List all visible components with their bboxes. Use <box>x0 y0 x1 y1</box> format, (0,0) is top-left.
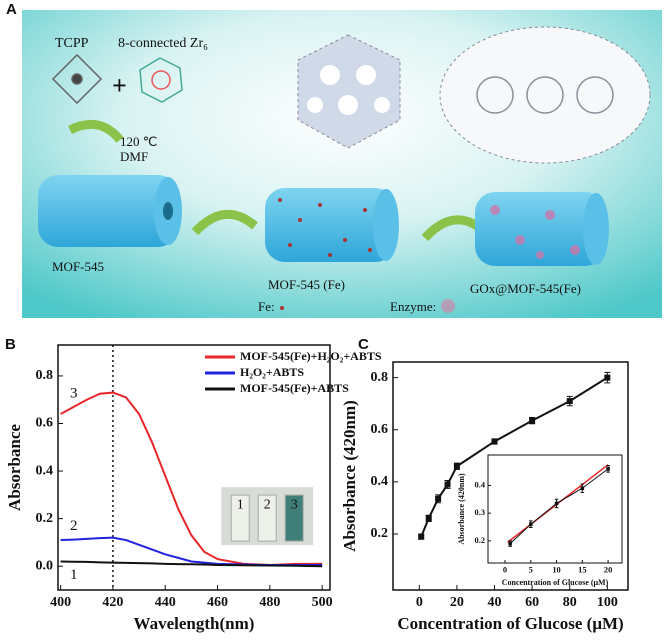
vial <box>284 494 304 542</box>
legend-label: H₂O₂+ABTS <box>240 365 304 379</box>
fe-legend: Fe: <box>258 299 275 314</box>
point <box>604 374 611 381</box>
point <box>566 398 573 405</box>
x-tick-label: 20 <box>450 595 464 610</box>
y-tick-label: 0.3 <box>475 508 485 517</box>
x-tick-label: 0 <box>416 595 423 610</box>
point <box>435 495 442 502</box>
temperature: 120 ℃ <box>120 134 157 149</box>
framework-hexagon <box>297 34 401 149</box>
photo-label: 3 <box>291 497 298 512</box>
y-tick-label: 0.2 <box>36 511 54 526</box>
y-tick-label: 0.6 <box>371 422 389 437</box>
photo-label: 1 <box>237 497 244 512</box>
x-tick-label: 400 <box>50 595 71 610</box>
y-tick-label: 0.4 <box>475 480 486 489</box>
y-tick-label: 0.4 <box>36 463 54 478</box>
point <box>444 481 451 488</box>
series-label: 2 <box>70 518 78 534</box>
arrow <box>67 119 124 143</box>
x-tick-label: 60 <box>525 595 539 610</box>
point <box>554 501 559 506</box>
mof-label: MOF-545 <box>52 259 104 274</box>
photo-label: 2 <box>264 497 271 512</box>
y-tick-label: 0.8 <box>36 368 54 383</box>
x-tick-label: 100 <box>597 595 618 610</box>
series-line <box>60 560 323 568</box>
mof-tube <box>38 175 182 247</box>
vial <box>257 494 277 542</box>
point <box>425 515 432 522</box>
x-tick-label: 500 <box>312 595 333 610</box>
legend-label: MOF-545(Fe)+ABTS <box>240 381 349 395</box>
x-tick-label: 15 <box>578 566 586 575</box>
gox-label: GOx@MOF-545(Fe) <box>470 281 581 296</box>
point <box>453 463 460 470</box>
mof-fe-tube <box>265 188 399 262</box>
point <box>529 417 536 424</box>
gox-tube <box>475 192 609 266</box>
mof-fe-label: MOF-545 (Fe) <box>268 277 345 292</box>
point <box>491 438 498 445</box>
zr-label: 8-connected Zr₆ <box>118 36 208 51</box>
x-tick-label: 420 <box>102 595 123 610</box>
vial <box>230 494 250 542</box>
legend-label: MOF-545(Fe)+H₂O₂+ABTS <box>240 349 382 363</box>
panel-a: A TCPP 8-connected Zr₆ + 120 ℃ DMF MOF-5… <box>6 1 662 318</box>
framework-pores <box>476 76 614 114</box>
y-tick-label: 0.0 <box>36 558 54 573</box>
zr-cluster <box>139 57 183 103</box>
point <box>508 541 512 546</box>
panel-label: C <box>358 336 369 353</box>
y-axis-label: Absorbance (420nm) <box>340 400 359 552</box>
tcpp-molecule <box>51 53 103 105</box>
x-tick-label: 40 <box>488 595 502 610</box>
plus-sign: + <box>112 71 127 100</box>
y-tick-label: 0.2 <box>475 536 485 545</box>
y-axis-label: Absorbance (420nm) <box>457 473 466 545</box>
point <box>606 467 610 471</box>
tcpp-label: TCPP <box>55 36 89 51</box>
enzyme-icon <box>441 299 455 313</box>
point <box>580 486 585 491</box>
x-tick-label: 480 <box>259 595 280 610</box>
y-tick-label: 0.6 <box>36 416 54 431</box>
y-tick-label: 0.2 <box>371 526 389 541</box>
solvent: DMF <box>120 149 148 164</box>
enzyme-legend: Enzyme: <box>390 299 436 314</box>
x-tick-label: 10 <box>552 566 560 575</box>
plot-frame <box>57 344 331 591</box>
x-tick-label: 80 <box>563 595 577 610</box>
plot-frame <box>487 454 623 564</box>
x-tick-label: 460 <box>207 595 228 610</box>
series-label: 1 <box>70 567 78 583</box>
x-tick-label: 20 <box>604 566 612 575</box>
y-tick-label: 0.4 <box>371 474 389 489</box>
x-axis-label: Wavelength(nm) <box>134 614 255 633</box>
x-tick-label: 5 <box>529 566 533 575</box>
x-tick-label: 0 <box>503 566 507 575</box>
x-axis-label: Concentration of Glucose (μM) <box>397 614 623 633</box>
y-tick-label: 0.8 <box>371 370 389 385</box>
point <box>418 533 425 540</box>
panel-label: B <box>5 336 16 353</box>
y-axis-label: Absorbance <box>5 424 24 511</box>
fe-dot <box>280 306 284 310</box>
arrow <box>191 209 258 236</box>
point <box>528 522 533 527</box>
x-tick-label: 440 <box>155 595 176 610</box>
panel-label: A <box>6 1 17 18</box>
series-label: 3 <box>70 385 78 401</box>
x-axis-label: Concentration of Glucose (μM) <box>502 578 609 587</box>
framework-detail <box>439 26 651 164</box>
